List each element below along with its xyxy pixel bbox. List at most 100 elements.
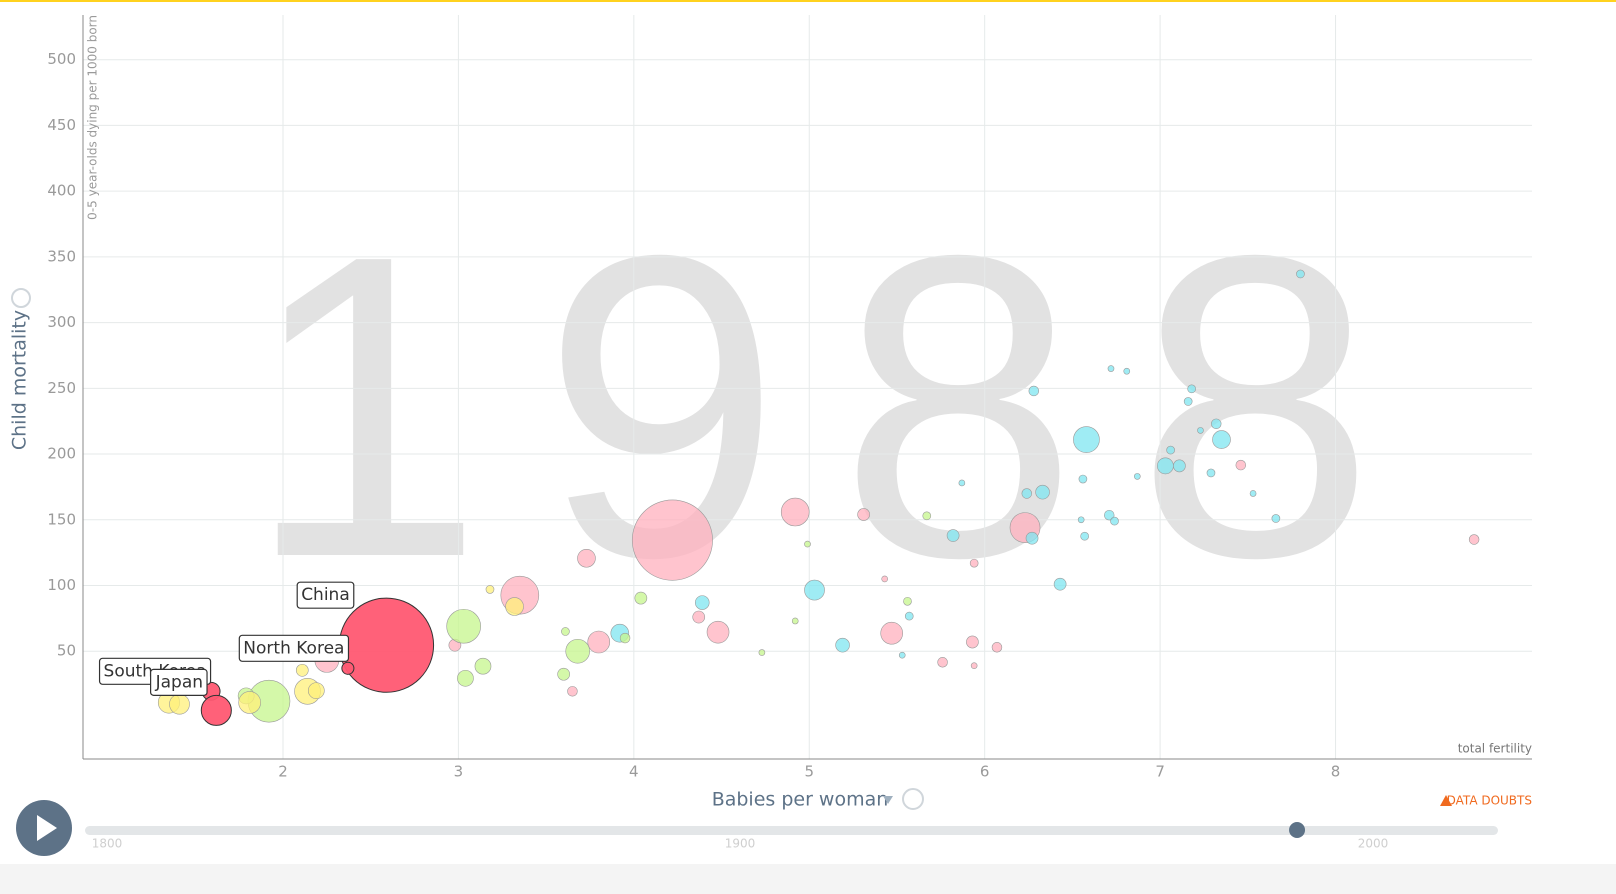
bubble[interactable]: [1211, 418, 1222, 430]
timeline-tick-label: 1800: [92, 837, 123, 851]
bubble[interactable]: [694, 595, 710, 610]
bubble[interactable]: [446, 608, 481, 644]
bubble[interactable]: [485, 585, 495, 594]
bubble[interactable]: [804, 579, 825, 601]
bubble[interactable]: [587, 630, 611, 654]
x-axis-title[interactable]: Babies per woman: [712, 789, 889, 811]
bubble[interactable]: [706, 620, 730, 644]
bubble[interactable]: [1183, 397, 1193, 406]
foreground-layer: Child mortality 0-5 year-olds dying per …: [9, 15, 1532, 856]
bubble[interactable]: [307, 682, 325, 699]
bubble[interactable]: [881, 575, 888, 583]
bubble[interactable]: [561, 627, 570, 636]
bubble[interactable]: [857, 508, 870, 521]
bubble[interactable]: [1235, 459, 1247, 471]
bubble[interactable]: [1107, 365, 1115, 372]
footer-band: [0, 864, 1616, 894]
bubble[interactable]: [474, 657, 492, 675]
bubble[interactable]: [937, 657, 948, 668]
help-icon[interactable]: [902, 788, 924, 810]
bubble[interactable]: [991, 642, 1003, 653]
bubble[interactable]: [1078, 474, 1088, 484]
warning-icon[interactable]: [1440, 795, 1452, 806]
x-tick-label: 6: [980, 763, 990, 781]
bubble[interactable]: [565, 638, 590, 664]
play-icon: [37, 815, 57, 841]
bubble[interactable]: [898, 651, 906, 659]
x-tick-label: 7: [1155, 763, 1165, 781]
bubble-label[interactable]: North Korea: [238, 634, 350, 662]
bubble[interactable]: [1073, 426, 1100, 453]
bubble[interactable]: [1021, 488, 1032, 499]
bubble[interactable]: [1206, 468, 1216, 478]
x-tick-label: 3: [454, 763, 464, 781]
bubble[interactable]: [619, 632, 631, 644]
y-tick-label: 50: [57, 642, 76, 660]
help-icon[interactable]: [11, 288, 31, 308]
plot-layer: [157, 269, 1480, 726]
bubble[interactable]: [1197, 427, 1204, 434]
bubble[interactable]: [631, 499, 713, 581]
bubble[interactable]: [970, 662, 978, 669]
timeline-track[interactable]: [85, 826, 1498, 835]
bubble[interactable]: [969, 558, 979, 568]
bubble[interactable]: [1133, 473, 1141, 480]
bubble[interactable]: [1110, 516, 1119, 526]
bubble[interactable]: [505, 597, 524, 616]
bubble[interactable]: [577, 548, 596, 568]
bubble[interactable]: [338, 597, 435, 693]
bubble[interactable]: [1296, 269, 1305, 279]
bubble[interactable]: [341, 661, 355, 675]
x-tick-label: 4: [629, 763, 639, 781]
bubble[interactable]: [692, 610, 706, 624]
bubble[interactable]: [238, 691, 261, 714]
label-text: Japan: [155, 672, 203, 692]
year-watermark: 1988: [245, 167, 1375, 647]
bubble[interactable]: [922, 511, 932, 521]
bubble[interactable]: [1166, 445, 1175, 455]
bubble[interactable]: [1053, 577, 1067, 591]
bubble[interactable]: [780, 497, 810, 527]
bubble[interactable]: [634, 591, 648, 605]
bubble[interactable]: [791, 617, 799, 625]
bubble[interactable]: [1080, 531, 1089, 541]
dropdown-arrow[interactable]: [883, 796, 893, 804]
bubble[interactable]: [1212, 430, 1231, 449]
y-axis-title[interactable]: Child mortality: [9, 310, 31, 450]
bubble[interactable]: [835, 637, 850, 653]
bubble[interactable]: [1035, 484, 1050, 500]
bubble[interactable]: [804, 540, 811, 548]
bubble[interactable]: [1025, 531, 1039, 545]
bubble[interactable]: [1468, 534, 1480, 545]
bubble[interactable]: [880, 621, 904, 645]
y-tick-label: 350: [47, 247, 76, 265]
bubble[interactable]: [1187, 384, 1196, 394]
bubble-label[interactable]: Japan: [150, 668, 208, 696]
top-border: [0, 0, 1616, 2]
bubble[interactable]: [1157, 457, 1174, 475]
bubble[interactable]: [1271, 514, 1281, 523]
bubble[interactable]: [169, 693, 190, 715]
bubble[interactable]: [958, 479, 966, 487]
bubble[interactable]: [903, 596, 912, 606]
bubble[interactable]: [1104, 509, 1115, 521]
data-doubts-link[interactable]: DATA DOUBTS: [1447, 794, 1532, 808]
bubble[interactable]: [1123, 367, 1131, 375]
bubble[interactable]: [904, 611, 914, 621]
bubble[interactable]: [1173, 459, 1186, 473]
bubble[interactable]: [946, 529, 960, 542]
timeline-handle[interactable]: [1289, 822, 1306, 838]
bubble[interactable]: [295, 663, 309, 677]
bubble[interactable]: [1249, 490, 1257, 497]
bubble[interactable]: [966, 635, 979, 649]
label-box: [296, 581, 355, 609]
bubble[interactable]: [567, 686, 578, 697]
x-tick-label: 5: [804, 763, 814, 781]
bubble[interactable]: [1028, 385, 1040, 397]
bubble-label[interactable]: China: [296, 581, 355, 609]
bubble[interactable]: [457, 669, 474, 687]
bubble[interactable]: [200, 694, 232, 726]
bubble[interactable]: [758, 649, 766, 656]
bubble[interactable]: [557, 667, 570, 681]
bubble[interactable]: [1077, 516, 1085, 524]
